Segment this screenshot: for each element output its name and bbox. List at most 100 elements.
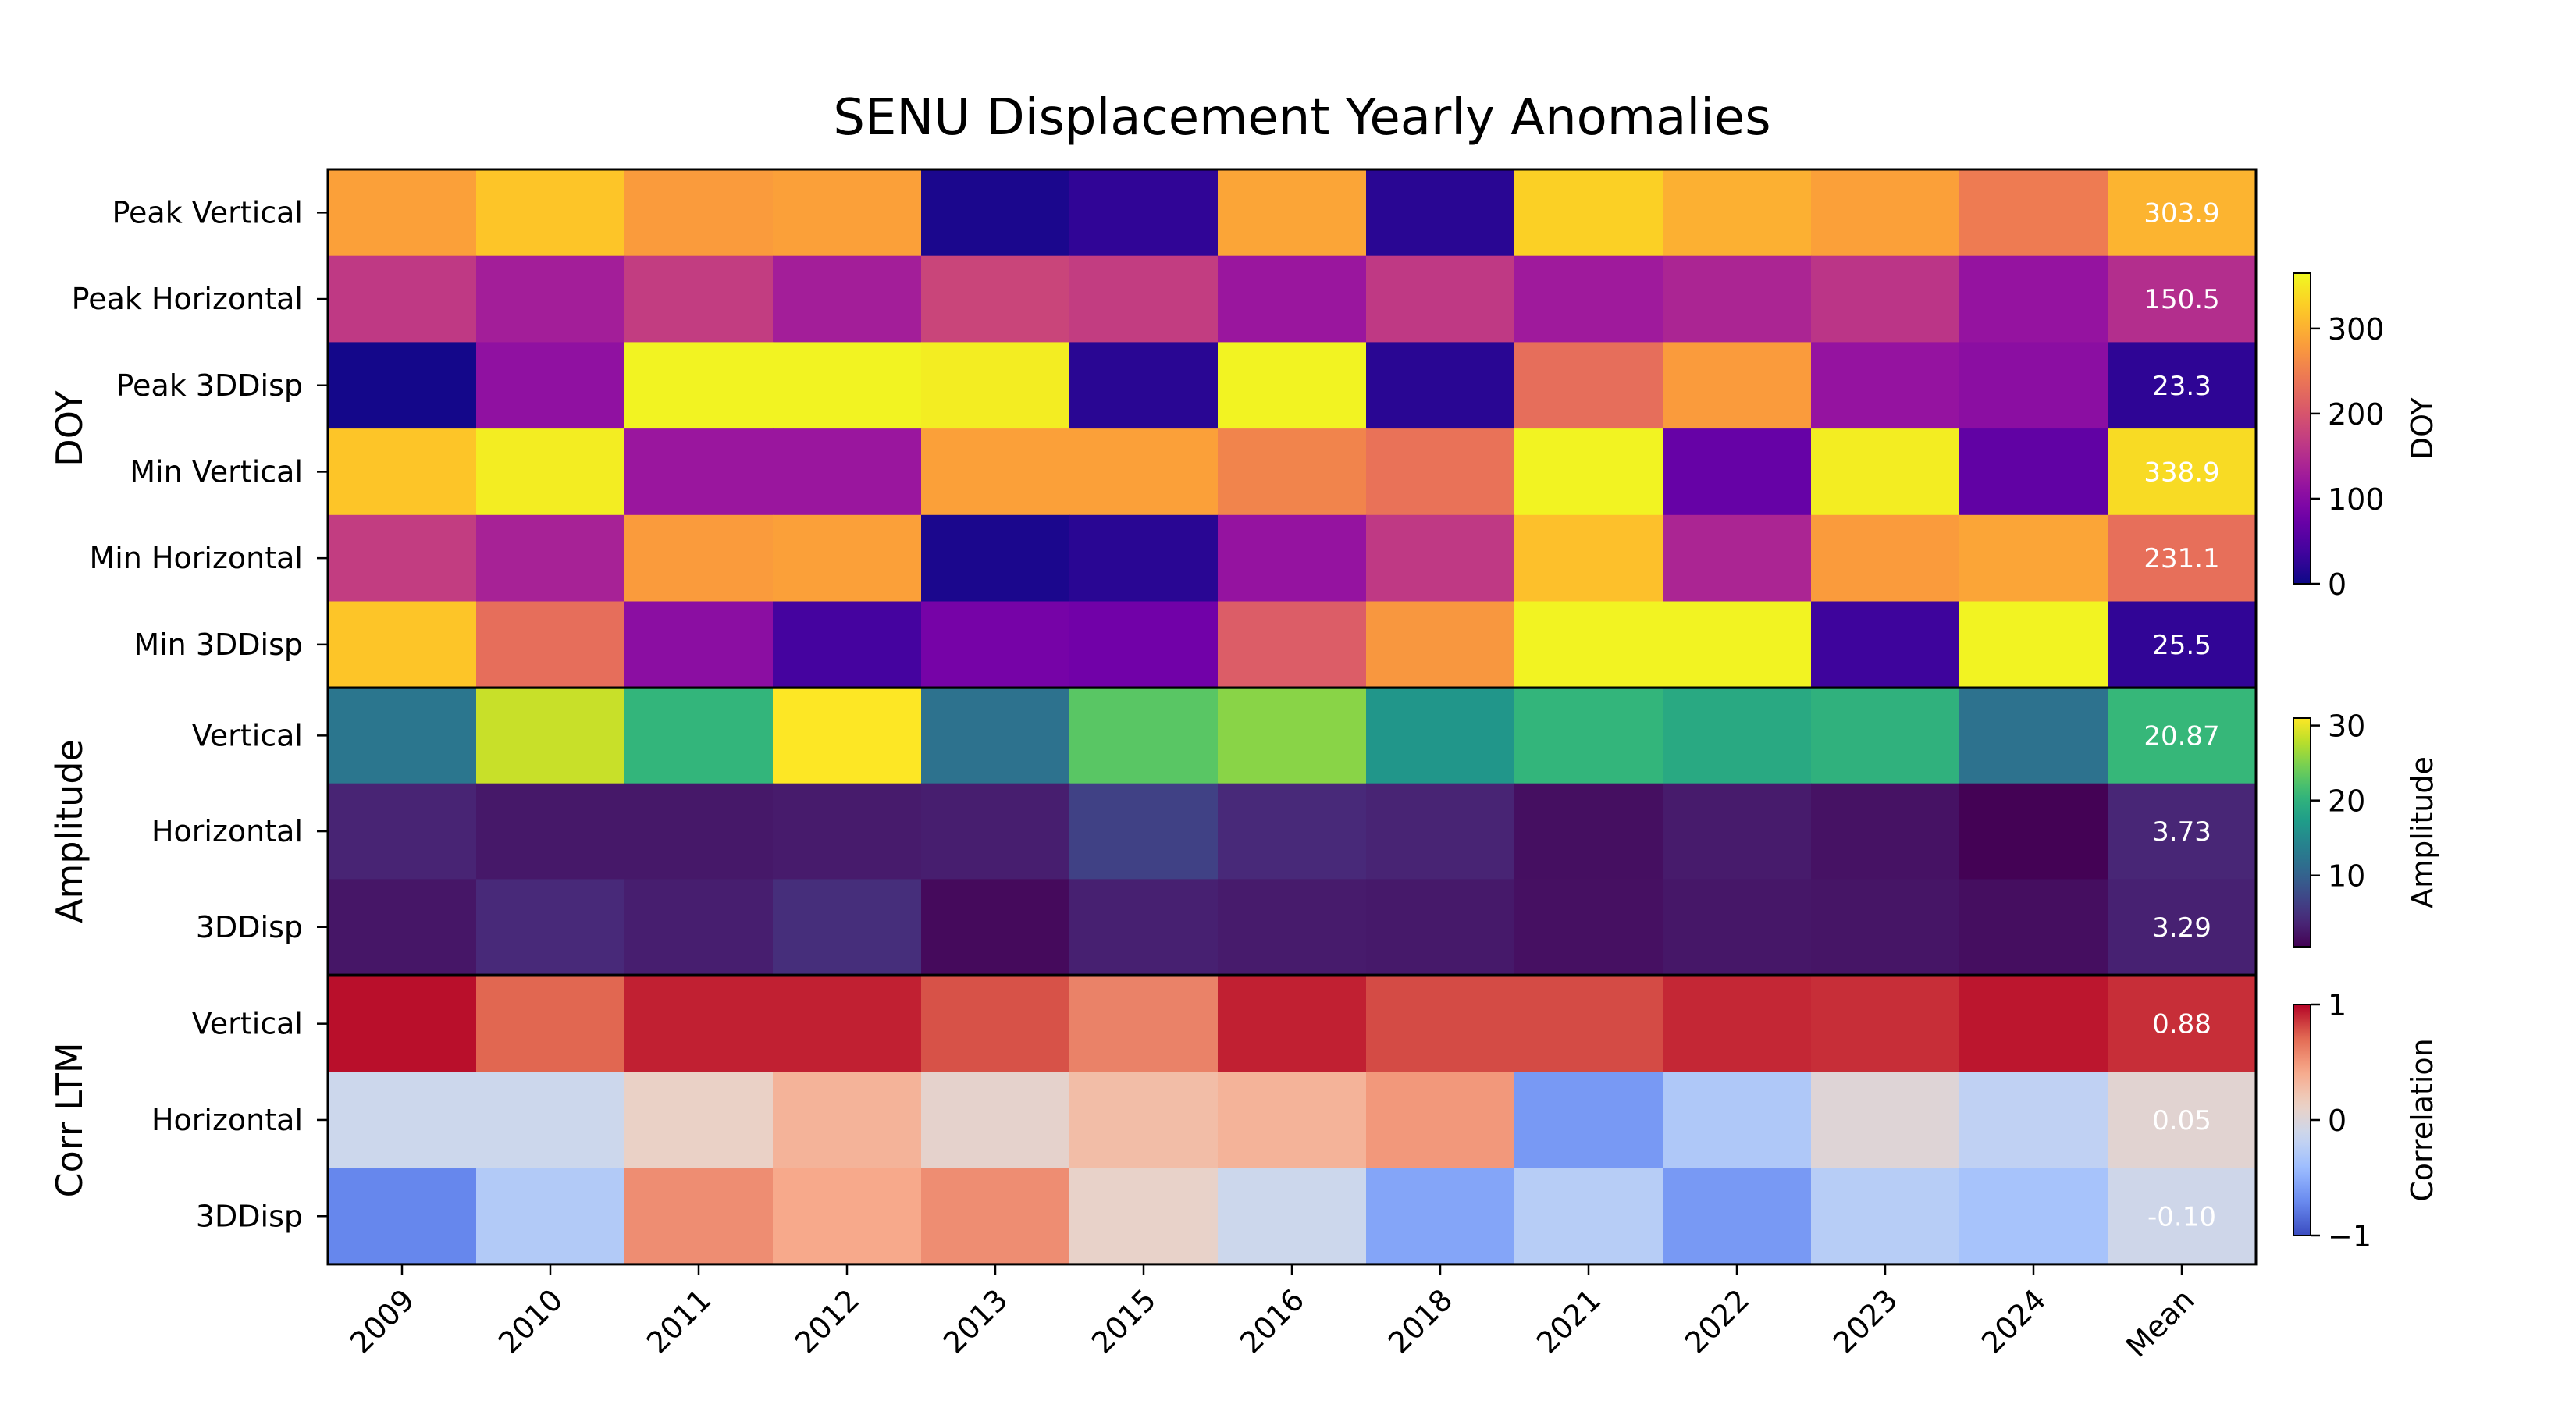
- mean-value-label: 303.9: [2144, 197, 2219, 229]
- heatmap-cell: [1663, 1072, 1812, 1169]
- heatmap-cell: [1811, 1168, 1960, 1265]
- heatmap-cell: [328, 1168, 477, 1265]
- colorbar: [2293, 272, 2311, 585]
- heatmap-cell: [1959, 1168, 2108, 1265]
- heatmap-cell: [328, 1072, 477, 1169]
- heatmap-cell: [2108, 514, 2257, 603]
- heatmap-cell: [921, 514, 1070, 603]
- heatmap-cell: [1663, 1168, 1812, 1265]
- colorbar-layer: 0 100 200 300 DOY 10 20 30 Amplitude −1 0 1 Correlat…: [2293, 272, 2439, 1253]
- heatmap-cell: [476, 342, 625, 429]
- heatmap-cell: [1218, 1168, 1367, 1265]
- heatmap-cell: [1218, 342, 1367, 429]
- heatmap-cell: [1663, 169, 1812, 257]
- row-label: 3DDisp: [196, 1199, 303, 1233]
- row-label: Horizontal: [151, 1103, 303, 1137]
- chart-title: SENU Displacement Yearly Anomalies: [833, 89, 1770, 147]
- heatmap-cell: [1366, 976, 1515, 1072]
- row-label: Peak 3DDisp: [116, 368, 304, 403]
- heatmap-cell: [1811, 1072, 1960, 1169]
- heatmap-cell: [1218, 601, 1367, 688]
- x-tick-label: 2011: [640, 1282, 718, 1360]
- heatmap-cell: [921, 255, 1070, 343]
- heatmap-cell: [1069, 1168, 1219, 1265]
- heatmap-cell: [1514, 688, 1663, 784]
- heatmap-cell: [1959, 514, 2108, 603]
- heatmap-cell: [1663, 342, 1812, 429]
- heatmap-cell: [328, 428, 477, 516]
- heatmap-cell: [773, 169, 922, 257]
- heatmap-cell: [2108, 255, 2257, 343]
- heatmap-cell: [1514, 976, 1663, 1072]
- heatmap-cell: [328, 342, 477, 429]
- heatmap-cell: [2108, 1168, 2257, 1265]
- heatmap-cell: [1959, 342, 2108, 429]
- mean-value-label: 20.87: [2144, 720, 2219, 752]
- colorbar-tick-label: 100: [2328, 482, 2385, 517]
- heatmap-cell: [921, 879, 1070, 976]
- heatmap-cell: [1663, 428, 1812, 516]
- row-label: Min Horizontal: [89, 541, 303, 575]
- heatmap-cell: [1218, 1072, 1367, 1169]
- heatmap-cell: [624, 514, 774, 603]
- heatmap-cell: [1514, 1072, 1663, 1169]
- heatmap-cell: [476, 169, 625, 257]
- heatmap-cell: [1069, 1072, 1219, 1169]
- heatmap-cell: [2108, 601, 2257, 688]
- colorbar: [2293, 717, 2311, 948]
- x-tick-label: 2012: [788, 1282, 866, 1360]
- row-label: Min Vertical: [130, 454, 303, 489]
- heatmap-cell: [624, 783, 774, 880]
- colorbar: [2293, 1004, 2311, 1236]
- heatmap-cell: [921, 601, 1070, 688]
- heatmap-cell: [1663, 601, 1812, 688]
- heatmap-cell: [1811, 428, 1960, 516]
- heatmap-cell: [773, 1072, 922, 1169]
- heatmap-cell: [476, 514, 625, 603]
- heatmap-cell: [1366, 428, 1515, 516]
- heatmap-cell: [2108, 783, 2257, 880]
- row-label: Horizontal: [151, 814, 303, 848]
- heatmap-cell: [476, 1072, 625, 1169]
- heatmap-cell: [476, 976, 625, 1072]
- heatmap-cell: [328, 688, 477, 784]
- mean-value-label: 150.5: [2144, 284, 2219, 315]
- heatmap-cell: [1811, 879, 1960, 976]
- heatmap-cell: [1959, 428, 2108, 516]
- group-label: Amplitude: [48, 739, 91, 923]
- heatmap-cell: [1514, 1168, 1663, 1265]
- heatmap-cell: [1663, 976, 1812, 1072]
- heatmap-cell: [1663, 783, 1812, 880]
- heatmap-cell: [476, 428, 625, 516]
- mean-value-label: 23.3: [2152, 371, 2211, 402]
- heatmap-cell: [1663, 255, 1812, 343]
- mean-value-label: 231.1: [2144, 543, 2219, 574]
- row-label: Min 3DDisp: [133, 628, 303, 662]
- heatmap-cell: [1811, 342, 1960, 429]
- heatmap-cell: [1069, 976, 1219, 1072]
- heatmap-cell: [1811, 976, 1960, 1072]
- mean-value-label: 0.05: [2152, 1105, 2211, 1136]
- heatmap-cell: [1959, 1072, 2108, 1169]
- heatmap-cell: [1218, 783, 1367, 880]
- cells-layer: [328, 169, 2257, 1265]
- heatmap-cell: [476, 783, 625, 880]
- heatmap-cell: [1218, 169, 1367, 257]
- heatmap-cell: [1663, 688, 1812, 784]
- heatmap-cell: [1811, 783, 1960, 880]
- colorbar-tick-label: 20: [2328, 784, 2365, 819]
- x-tick-label: 2013: [937, 1282, 1015, 1360]
- heatmap-cell: [1514, 342, 1663, 429]
- row-label: Peak Vertical: [112, 195, 303, 229]
- x-tick-label: 2021: [1530, 1282, 1608, 1360]
- colorbar-label: Amplitude: [2405, 756, 2439, 908]
- row-label: Vertical: [192, 718, 303, 752]
- heatmap-cell: [921, 342, 1070, 429]
- heatmap-cell: [773, 688, 922, 784]
- heatmap-cell: [1514, 514, 1663, 603]
- heatmap-cell: [328, 976, 477, 1072]
- heatmap-cell: [1069, 428, 1219, 516]
- heatmap-cell: [773, 601, 922, 688]
- heatmap-cell: [1366, 255, 1515, 343]
- heatmap-cell: [921, 1072, 1070, 1169]
